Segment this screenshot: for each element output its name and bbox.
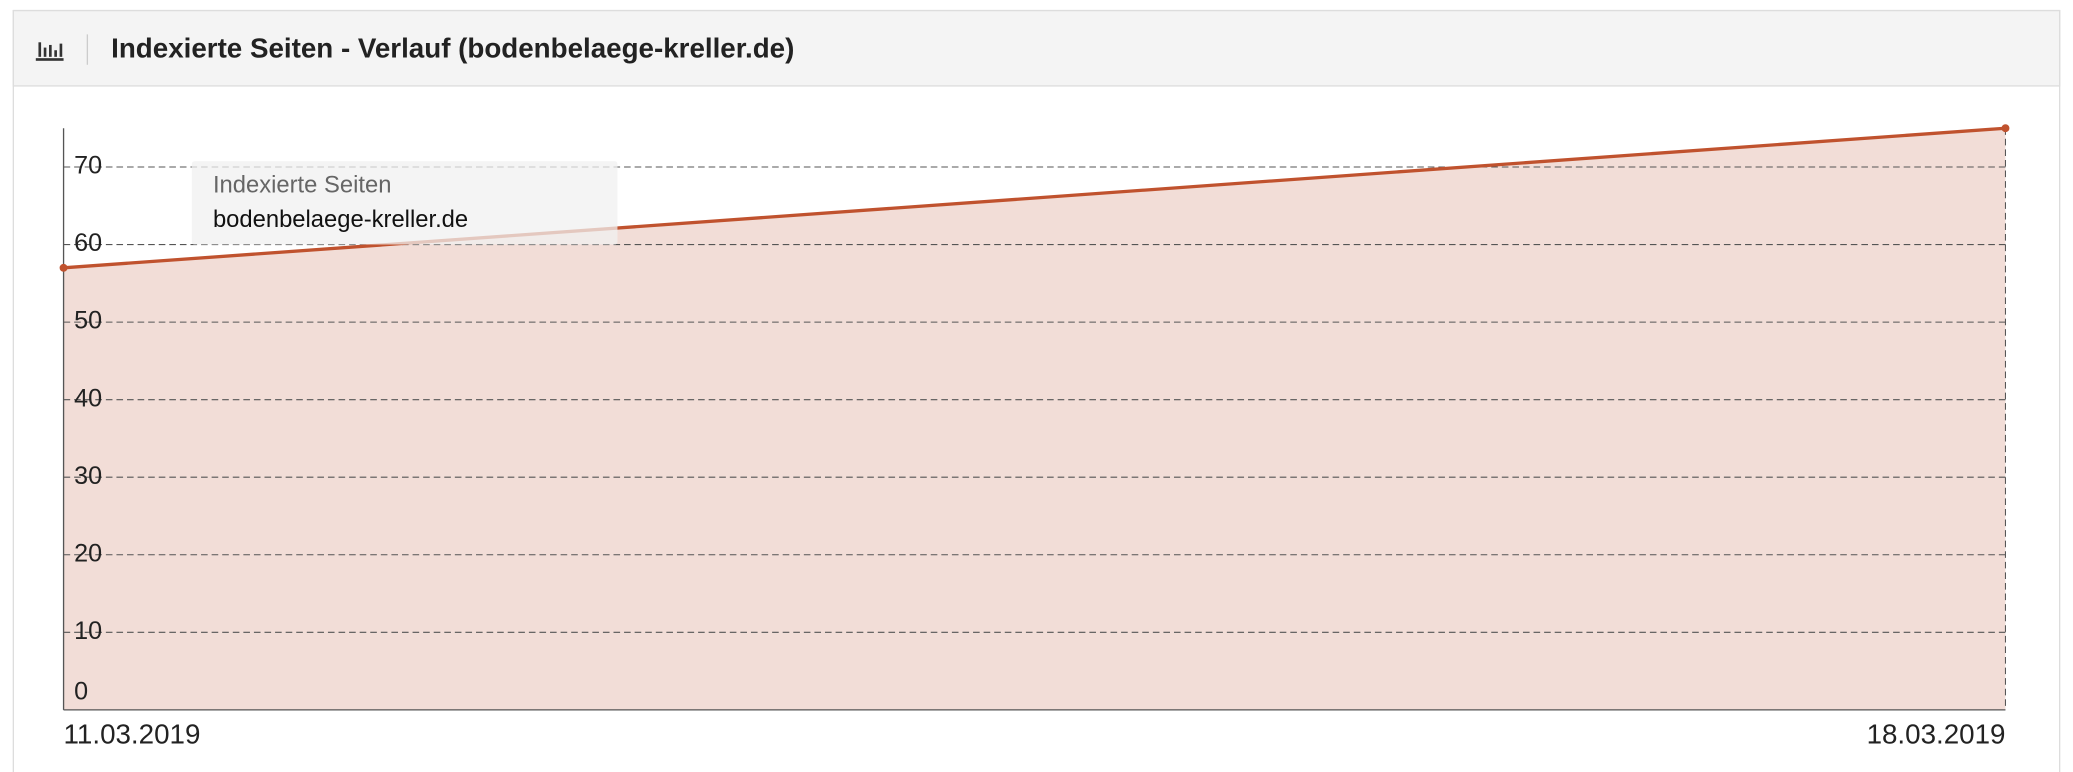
x-tick-label: 11.03.2019: [64, 719, 201, 750]
legend-title: Indexierte Seiten: [213, 172, 391, 199]
y-tick-label: 60: [74, 229, 102, 257]
legend-box: [191, 161, 618, 245]
chart-icon: [35, 42, 64, 61]
x-tick-label: 18.03.2019: [1867, 719, 2006, 750]
panel-title: Indexierte Seiten - Verlauf (bodenbelaeg…: [111, 33, 794, 64]
area-fill: [63, 128, 2006, 710]
y-tick-label: 50: [74, 307, 102, 335]
legend-entry: bodenbelaege-kreller.de: [213, 206, 468, 233]
y-tick-label: 0: [74, 677, 88, 705]
plot: 0 10 20 30 40 50 60 70 11.03.2019 18.03.2019 Index…: [59, 124, 2010, 750]
panel-header: [12, 9, 2061, 87]
point: [2001, 124, 2010, 133]
y-tick-label: 40: [74, 384, 102, 412]
legend: Indexierte Seiten bodenbelaege-kreller.de: [191, 161, 618, 245]
point: [59, 263, 68, 272]
y-tick-label: 10: [74, 617, 102, 645]
y-tick-label: 30: [74, 462, 102, 490]
y-tick-label: 70: [74, 152, 102, 180]
y-tick-label: 20: [74, 539, 102, 567]
